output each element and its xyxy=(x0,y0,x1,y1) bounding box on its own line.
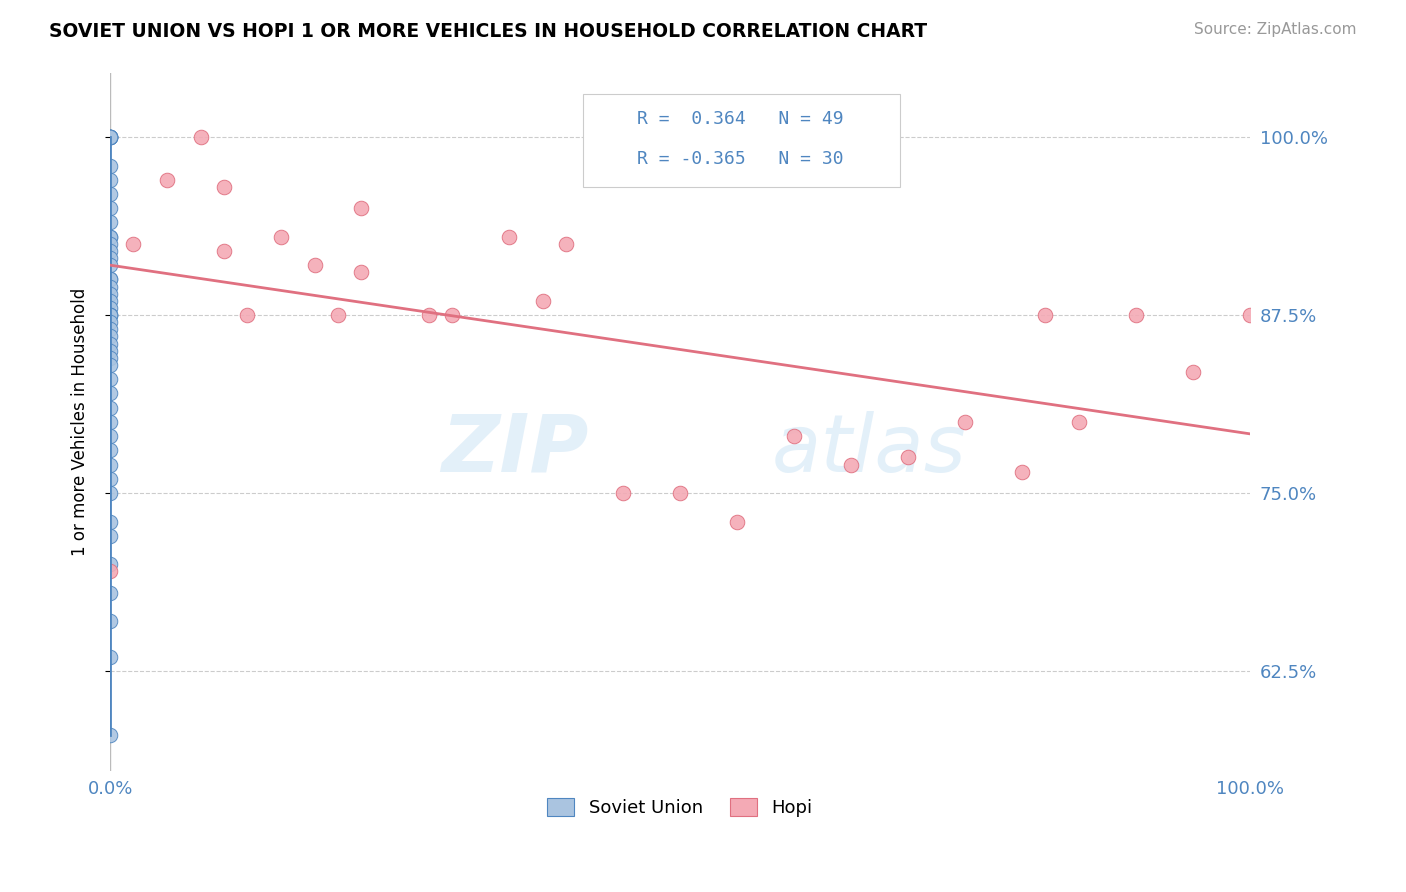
Point xyxy=(98,130,121,145)
Point xyxy=(212,244,235,258)
Point xyxy=(1033,308,1056,322)
Point xyxy=(98,322,121,336)
Point xyxy=(98,301,121,315)
Point xyxy=(669,486,692,500)
Point xyxy=(1067,415,1090,429)
Point xyxy=(1182,365,1205,379)
Point xyxy=(98,458,121,472)
Point xyxy=(98,130,121,145)
Point xyxy=(98,358,121,372)
Point xyxy=(98,415,121,429)
Point xyxy=(98,728,121,742)
Point xyxy=(304,258,326,272)
Text: atlas: atlas xyxy=(772,410,966,489)
Point xyxy=(98,585,121,599)
Point xyxy=(350,201,373,215)
Point xyxy=(156,173,179,187)
Point xyxy=(98,293,121,308)
Point xyxy=(98,386,121,401)
Point xyxy=(98,173,121,187)
Point xyxy=(98,130,121,145)
Point xyxy=(98,308,121,322)
Point xyxy=(98,229,121,244)
Point xyxy=(897,450,920,465)
Point xyxy=(98,315,121,329)
Point xyxy=(98,286,121,301)
Text: R = -0.365   N = 30: R = -0.365 N = 30 xyxy=(637,150,844,168)
Point xyxy=(98,401,121,415)
Point xyxy=(98,614,121,628)
Point xyxy=(612,486,634,500)
Point xyxy=(98,130,121,145)
Point xyxy=(555,236,578,251)
Point xyxy=(725,515,748,529)
Point xyxy=(531,293,554,308)
Point xyxy=(783,429,806,443)
Point xyxy=(98,558,121,572)
Point xyxy=(98,201,121,215)
Point xyxy=(326,308,349,322)
Point xyxy=(212,180,235,194)
Point xyxy=(98,515,121,529)
Point xyxy=(98,272,121,286)
Y-axis label: 1 or more Vehicles in Household: 1 or more Vehicles in Household xyxy=(72,288,89,556)
Point xyxy=(98,229,121,244)
Text: R =  0.364   N = 49: R = 0.364 N = 49 xyxy=(637,110,844,128)
Point xyxy=(98,251,121,265)
Point xyxy=(953,415,976,429)
Point xyxy=(98,215,121,229)
Point xyxy=(98,130,121,145)
Point xyxy=(236,308,259,322)
Point xyxy=(1125,308,1147,322)
Point xyxy=(98,308,121,322)
Point xyxy=(98,187,121,202)
Point xyxy=(498,229,520,244)
Point xyxy=(98,649,121,664)
Point xyxy=(98,308,121,322)
Point xyxy=(98,429,121,443)
Point xyxy=(1011,465,1033,479)
Point xyxy=(350,265,373,279)
Text: SOVIET UNION VS HOPI 1 OR MORE VEHICLES IN HOUSEHOLD CORRELATION CHART: SOVIET UNION VS HOPI 1 OR MORE VEHICLES … xyxy=(49,22,928,41)
Legend: Soviet Union, Hopi: Soviet Union, Hopi xyxy=(540,790,820,824)
Point xyxy=(441,308,464,322)
Point xyxy=(98,329,121,343)
Point xyxy=(98,336,121,351)
Point xyxy=(98,343,121,358)
Point xyxy=(98,244,121,258)
Text: Source: ZipAtlas.com: Source: ZipAtlas.com xyxy=(1194,22,1357,37)
Text: ZIP: ZIP xyxy=(441,410,589,489)
Point xyxy=(98,159,121,173)
Point xyxy=(190,130,212,145)
Point xyxy=(98,529,121,543)
Point xyxy=(1239,308,1261,322)
Point xyxy=(98,351,121,365)
Point xyxy=(418,308,440,322)
Point xyxy=(98,565,121,579)
Point xyxy=(98,236,121,251)
Point xyxy=(98,258,121,272)
Point xyxy=(98,372,121,386)
Point xyxy=(122,236,145,251)
Point xyxy=(98,472,121,486)
Point xyxy=(98,130,121,145)
Point xyxy=(98,443,121,458)
Point xyxy=(98,486,121,500)
Point xyxy=(98,279,121,293)
Point xyxy=(839,458,862,472)
Point xyxy=(270,229,292,244)
Point xyxy=(98,272,121,286)
